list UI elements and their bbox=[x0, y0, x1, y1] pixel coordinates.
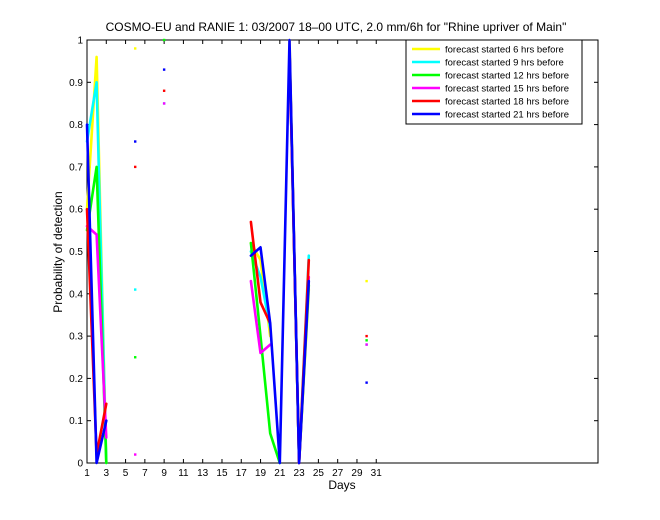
series-point bbox=[162, 89, 166, 92]
series-line-segment bbox=[249, 220, 272, 325]
legend-entry-label: forecast started 6 hrs before bbox=[445, 45, 564, 56]
legend-entry-label: forecast started 9 hrs before bbox=[445, 58, 564, 69]
y-tick-label: 0.4 bbox=[69, 289, 83, 300]
x-tick-label: 25 bbox=[313, 468, 325, 479]
x-axis-label: Days bbox=[328, 478, 355, 492]
series-point bbox=[162, 38, 166, 42]
x-tick-label: 9 bbox=[161, 468, 167, 479]
series-point bbox=[365, 343, 368, 346]
x-tick-label: 13 bbox=[197, 468, 209, 479]
series-layer bbox=[85, 38, 368, 465]
y-tick-label: 0.8 bbox=[69, 120, 83, 131]
chart-legend: forecast started 6 hrs before forecast st… bbox=[405, 39, 583, 125]
series-6 bbox=[85, 38, 368, 465]
series-point bbox=[134, 356, 137, 359]
y-axis-ticks: 0 0.1 0.2 0.3 0.4 0.5 0.6 0.7 0.8 0.9 1 bbox=[69, 36, 598, 470]
legend-entry-label: forecast started 18 hrs before bbox=[445, 97, 569, 108]
legend-entry-label: forecast started 12 hrs before bbox=[445, 71, 569, 82]
series-point bbox=[365, 381, 368, 384]
series-point bbox=[162, 102, 166, 105]
x-axis-ticks: 1 3 5 7 9 11 13 15 17 19 21 23 25 27 29 31 bbox=[84, 40, 382, 479]
series-point bbox=[134, 165, 137, 169]
x-tick-label: 31 bbox=[371, 468, 383, 479]
x-tick-label: 11 bbox=[178, 468, 189, 479]
series-line-segment bbox=[249, 241, 282, 465]
y-tick-label: 0.6 bbox=[69, 205, 83, 216]
series-point bbox=[162, 68, 166, 71]
x-tick-label: 29 bbox=[351, 468, 363, 479]
y-tick-label: 0.9 bbox=[69, 78, 83, 89]
y-axis-label: Probability of detection bbox=[51, 191, 65, 312]
series-point bbox=[365, 279, 368, 283]
series-point bbox=[134, 140, 137, 143]
x-tick-label: 27 bbox=[332, 468, 344, 479]
x-tick-label: 21 bbox=[274, 468, 286, 479]
x-tick-label: 15 bbox=[216, 468, 228, 479]
series-line-segment bbox=[85, 123, 108, 465]
series-point bbox=[134, 47, 137, 50]
series-point bbox=[134, 288, 137, 291]
y-tick-label: 0.5 bbox=[69, 247, 83, 258]
x-tick-label: 7 bbox=[142, 468, 148, 479]
series-point bbox=[134, 453, 137, 456]
x-tick-label: 17 bbox=[236, 468, 248, 479]
y-tick-label: 0 bbox=[77, 459, 83, 470]
x-tick-label: 5 bbox=[123, 468, 129, 479]
chart-title: COSMO-EU and RANIE 1: 03/2007 18–00 UTC,… bbox=[106, 20, 567, 34]
series-point bbox=[365, 334, 368, 338]
series-line-segment bbox=[249, 38, 311, 465]
x-tick-label: 1 bbox=[84, 468, 90, 479]
y-tick-label: 1 bbox=[77, 36, 83, 47]
x-tick-label: 19 bbox=[255, 468, 267, 479]
y-tick-label: 0.7 bbox=[69, 162, 83, 173]
legend-entry-label: forecast started 21 hrs before bbox=[445, 110, 569, 121]
series-point bbox=[365, 339, 368, 342]
series-line-segment bbox=[249, 279, 272, 355]
legend-entry-label: forecast started 15 hrs before bbox=[445, 84, 569, 95]
legend-box bbox=[405, 39, 583, 125]
y-tick-label: 0.1 bbox=[69, 416, 83, 427]
x-tick-label: 23 bbox=[294, 468, 306, 479]
x-tick-label: 3 bbox=[104, 468, 110, 479]
y-tick-label: 0.2 bbox=[69, 374, 83, 385]
series-line-segment bbox=[249, 250, 272, 329]
y-tick-label: 0.3 bbox=[69, 332, 83, 343]
